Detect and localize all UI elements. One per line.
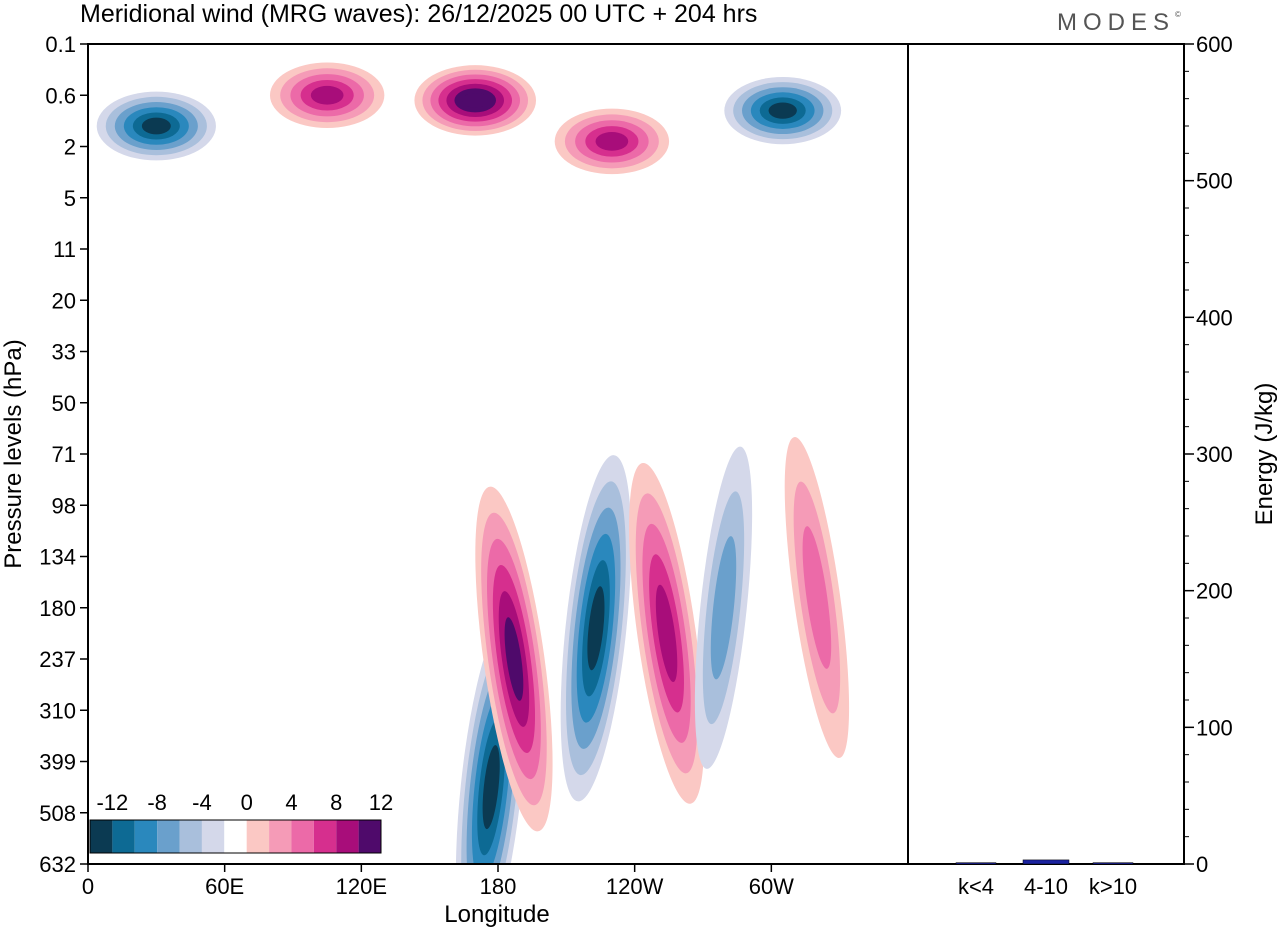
energy-bar [1092, 862, 1134, 865]
x-tick-label: 120E [336, 874, 387, 899]
contour-level [141, 117, 171, 135]
colorbar-swatch [246, 820, 270, 853]
contour-level [655, 584, 678, 683]
colorbar-swatch [157, 820, 180, 853]
y-axis-title: Pressure levels (hPa) [0, 339, 27, 568]
wind-anomaly-1 [269, 62, 385, 129]
brand-logo: MODES© [1057, 9, 1181, 37]
contour-level [310, 85, 344, 105]
y-tick-label: 508 [39, 801, 76, 826]
colorbar-swatch [291, 820, 314, 853]
y-tick-label: 5 [64, 186, 76, 211]
energy-tick-label: 0 [1196, 852, 1208, 877]
colorbar-label: 4 [285, 790, 297, 815]
y-tick-label: 11 [53, 237, 76, 262]
x-axis-title: Longitude [444, 901, 549, 928]
y-tick-label: 71 [52, 442, 76, 467]
y-tick-label: 237 [39, 647, 76, 672]
y-tick-label: 134 [39, 545, 76, 570]
wind-anomaly-8 [629, 463, 705, 804]
colorbar-swatch [224, 820, 247, 853]
contour-level [482, 745, 500, 830]
wind-anomaly-10 [784, 437, 850, 758]
contour-level [710, 536, 737, 680]
x-tick-label: 0 [82, 874, 94, 899]
y-tick-label: 310 [39, 698, 76, 723]
colorbar-label: -8 [147, 790, 167, 815]
contour-level [802, 526, 832, 669]
wind-anomaly-3 [554, 108, 670, 175]
energy-axis-title: Energy (J/kg) [1251, 383, 1278, 526]
wind-anomaly-0 [96, 91, 216, 161]
energy-tick-label: 300 [1196, 442, 1233, 467]
y-tick-label: 180 [39, 596, 76, 621]
x-tick-label: 120W [606, 874, 664, 899]
contour-level [768, 102, 797, 119]
energy-category-label: k>10 [1089, 874, 1137, 899]
heatmap-plot [88, 44, 908, 864]
colorbar-swatch [90, 820, 113, 853]
y-tick-label: 98 [52, 493, 76, 518]
colorbar-swatch [201, 820, 225, 853]
wind-anomaly-7 [560, 455, 632, 802]
axes: 0.1 0.6 2 5 11 20 33 50 71 98 134 180 237 310 399 508 63… [39, 32, 909, 899]
colorbar-swatch [179, 820, 202, 853]
y-tick-label: 20 [52, 288, 76, 313]
energy-tick-label: 500 [1196, 169, 1233, 194]
energy-tick-label: 400 [1196, 305, 1233, 330]
colorbar-label: 8 [330, 790, 342, 815]
colorbar-label: -12 [96, 790, 128, 815]
colorbar-label: 12 [369, 790, 393, 815]
contour-level [504, 617, 524, 701]
x-tick-label: 180 [480, 874, 517, 899]
colorbar-label: 0 [241, 790, 253, 815]
y-tick-label: 0.6 [45, 83, 76, 108]
wind-anomaly-6 [475, 486, 553, 832]
energy-tick-label: 600 [1196, 32, 1233, 57]
y-tick-label: 0.1 [45, 32, 76, 57]
y-tick-label: 50 [52, 391, 76, 416]
y-tick-label: 632 [39, 852, 76, 877]
colorbar-swatch [134, 820, 158, 853]
chart-title: Meridional wind (MRG waves): 26/12/2025 … [80, 0, 758, 28]
x-tick-label: 60E [205, 874, 244, 899]
wind-anomaly-9 [694, 446, 753, 769]
colorbar: -12 -8 -4 0 4 8 12 [89, 790, 393, 854]
energy-bar [955, 862, 997, 865]
wind-anomaly-4 [724, 77, 842, 145]
x-tick-label: 60W [749, 874, 794, 899]
energy-tick-label: 100 [1196, 715, 1233, 740]
colorbar-frame [89, 819, 382, 854]
contour-level [595, 132, 629, 151]
colorbar-swatch [358, 820, 381, 853]
energy-bar-chart: 0 100 200 300 400 500 600 k<4 4-10 k>10 [907, 32, 1233, 899]
colorbar-label: -4 [192, 790, 212, 815]
colorbar-swatch [269, 820, 292, 853]
y-tick-label: 2 [64, 135, 76, 160]
y-tick-label: 33 [52, 340, 76, 365]
colorbar-swatch [112, 820, 135, 853]
contour-level [462, 92, 489, 108]
brand-text: MODES [1057, 9, 1176, 36]
wind-anomaly-2 [414, 65, 537, 136]
energy-tick-label: 200 [1196, 579, 1233, 604]
energy-bar [1022, 859, 1070, 865]
colorbar-swatch [313, 820, 337, 853]
contour-level [587, 586, 605, 671]
energy-category-label: 4-10 [1024, 874, 1068, 899]
y-tick-label: 399 [39, 750, 76, 775]
colorbar-swatch [336, 820, 359, 853]
energy-frame [907, 43, 1185, 865]
energy-category-label: k<4 [958, 874, 994, 899]
brand-mark: © [1175, 10, 1181, 19]
